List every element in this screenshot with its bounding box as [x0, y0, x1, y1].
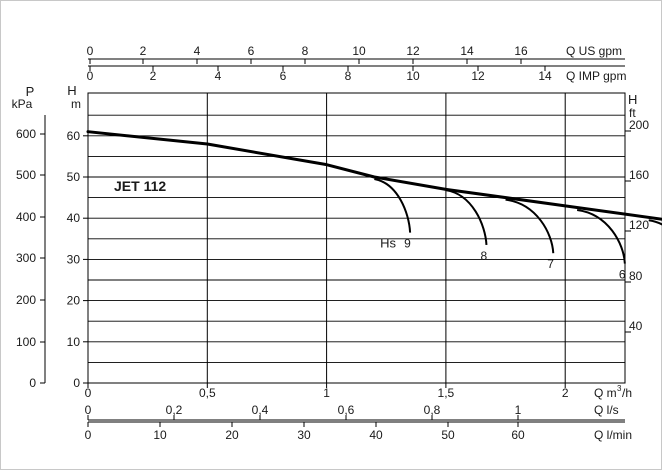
y-tick-label: 0 — [73, 376, 80, 390]
usgpm-tick-label: 4 — [194, 44, 201, 58]
ft-tick-label: 40 — [629, 319, 643, 333]
x-axis-label-main: Q m — [594, 386, 617, 400]
y-tick-label: 40 — [67, 211, 81, 225]
ls-tick-label: 0,2 — [166, 403, 183, 417]
ft-tick-label: 120 — [629, 218, 649, 232]
kpa-tick-label: 500 — [16, 168, 36, 182]
suction-curve-5 — [648, 219, 662, 226]
ft-tick-label: 200 — [629, 118, 649, 132]
ft-axis-label-top: H — [628, 92, 637, 107]
x-tick-label: 2 — [562, 386, 569, 400]
impgpm-tick-label: 4 — [215, 69, 222, 83]
kpa-tick-label: 400 — [16, 210, 36, 224]
x-tick-label: 1 — [323, 386, 330, 400]
ft-axis-label-bottom: ft — [629, 106, 636, 120]
kpa-tick-label: 600 — [16, 127, 36, 141]
suction-curve-label-7: 7 — [547, 257, 554, 271]
ft-tick-label: 160 — [629, 168, 649, 182]
kpa-axis-label-top: P — [26, 84, 35, 99]
x-axis-label-sup: 3 — [617, 384, 622, 393]
impgpm-tick-label: 8 — [345, 69, 352, 83]
usgpm-tick-label: 12 — [406, 44, 420, 58]
kpa-tick-label: 200 — [16, 293, 36, 307]
y-axis-label-bottom: m — [71, 97, 81, 111]
lmin-tick-label: 30 — [297, 428, 311, 442]
ls-axis-label: Q l/s — [594, 403, 619, 417]
lmin-tick-label: 20 — [225, 428, 239, 442]
usgpm-tick-label: 10 — [352, 44, 366, 58]
suction-curve-6 — [577, 208, 626, 264]
kpa-tick-label: 300 — [16, 251, 36, 265]
lmin-tick-label: 50 — [441, 428, 455, 442]
lmin-tick-label: 40 — [369, 428, 383, 442]
y-tick-label: 30 — [67, 252, 81, 266]
lmin-tick-label: 60 — [511, 428, 525, 442]
y-tick-label: 20 — [67, 294, 81, 308]
usgpm-tick-label: 0 — [87, 44, 94, 58]
impgpm-tick-label: 0 — [87, 69, 94, 83]
lmin-tick-label: 10 — [153, 428, 167, 442]
ft-tick-label: 80 — [629, 269, 643, 283]
impgpm-tick-label: 6 — [280, 69, 287, 83]
y-tick-label: 50 — [67, 170, 81, 184]
y-axis-label-top: H — [67, 83, 76, 98]
kpa-tick-label: 100 — [16, 335, 36, 349]
suction-curve-label-9: 9 — [404, 237, 411, 251]
y-tick-label: 10 — [67, 335, 81, 349]
usgpm-tick-label: 6 — [248, 44, 255, 58]
impgpm-tick-label: 10 — [406, 69, 420, 83]
ls-tick-label: 0,6 — [338, 403, 355, 417]
chart-title: JET 112 — [114, 178, 166, 194]
suction-curve-label-8: 8 — [480, 249, 487, 263]
suction-curve-label-6: 6 — [619, 268, 626, 282]
ls-tick-label: 0,8 — [424, 403, 441, 417]
x-tick-label: 0,5 — [199, 386, 216, 400]
usgpm-tick-label: 16 — [514, 44, 528, 58]
impgpm-tick-label: 12 — [471, 69, 485, 83]
lmin-axis-label: Q l/min — [594, 428, 632, 442]
ls-tick-label: 0 — [85, 403, 92, 417]
usgpm-tick-label: 2 — [140, 44, 147, 58]
pump-curve-line — [86, 130, 662, 221]
ls-tick-label: 1 — [515, 403, 522, 417]
suction-curve-8 — [445, 189, 488, 246]
x-tick-label: 1,5 — [438, 386, 455, 400]
impgpm-axis-label: Q IMP gpm — [566, 69, 626, 83]
grid-lines — [88, 93, 625, 383]
x-tick-label: 0 — [85, 386, 92, 400]
y-tick-label: 60 — [67, 129, 81, 143]
axes: 00,511,522,533,54Q m3/h00,20,40,60,81Q l… — [12, 44, 650, 442]
ls-tick-label: 0,4 — [252, 403, 269, 417]
usgpm-tick-label: 14 — [460, 44, 474, 58]
suction-prefix-label: Hs — [380, 236, 396, 251]
usgpm-tick-label: 8 — [302, 44, 309, 58]
kpa-axis-label-bottom: kPa — [12, 97, 33, 111]
x-axis-label-end: /h — [622, 386, 632, 400]
lmin-tick-label: 0 — [85, 428, 92, 442]
impgpm-tick-label: 14 — [538, 69, 552, 83]
plot-area — [87, 92, 626, 384]
suction-curve-9 — [374, 178, 412, 233]
kpa-tick-label: 0 — [29, 376, 36, 390]
suction-curve-7 — [505, 198, 555, 254]
usgpm-axis-label: Q US gpm — [566, 44, 622, 58]
impgpm-tick-label: 2 — [150, 69, 157, 83]
curves: 98765432Hs — [86, 130, 662, 282]
